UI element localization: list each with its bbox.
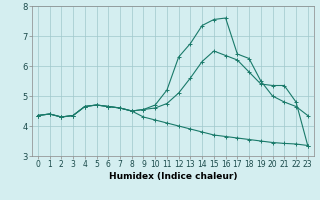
X-axis label: Humidex (Indice chaleur): Humidex (Indice chaleur): [108, 172, 237, 181]
